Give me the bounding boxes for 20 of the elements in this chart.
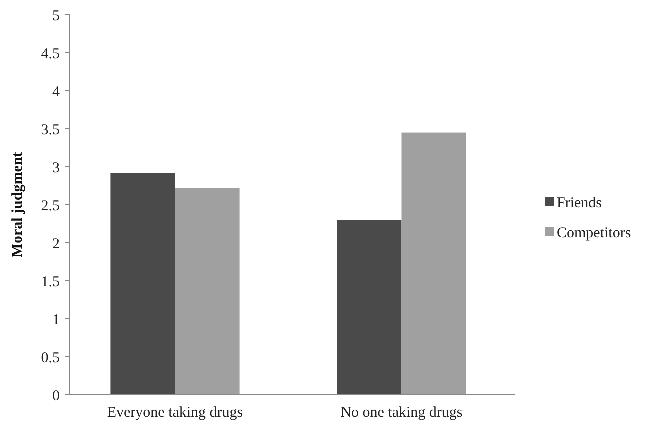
y-tick-label: 3 xyxy=(52,160,60,176)
y-tick-label: 5 xyxy=(52,8,60,24)
y-tick-label: 4 xyxy=(52,84,60,100)
legend-label: Friends xyxy=(557,195,602,212)
bar xyxy=(175,188,240,395)
y-tick-label: 2.5 xyxy=(41,198,60,214)
bar xyxy=(110,173,176,395)
bar xyxy=(337,220,402,395)
legend-label: Competitors xyxy=(557,225,632,242)
bar xyxy=(402,132,466,395)
y-tick-label: 0.5 xyxy=(41,350,60,366)
y-tick-label: 3.5 xyxy=(41,122,60,138)
y-tick-label: 2 xyxy=(52,236,60,252)
y-tick-label: 0 xyxy=(52,388,60,404)
y-tick-label: 1 xyxy=(52,312,60,328)
x-tick-label: Everyone taking drugs xyxy=(107,405,244,421)
y-axis-title: Moral judgment xyxy=(10,152,26,258)
y-tick-label: 4.5 xyxy=(41,46,60,62)
x-tick-label: No one taking drugs xyxy=(340,405,463,421)
y-tick-label: 1.5 xyxy=(41,274,60,290)
